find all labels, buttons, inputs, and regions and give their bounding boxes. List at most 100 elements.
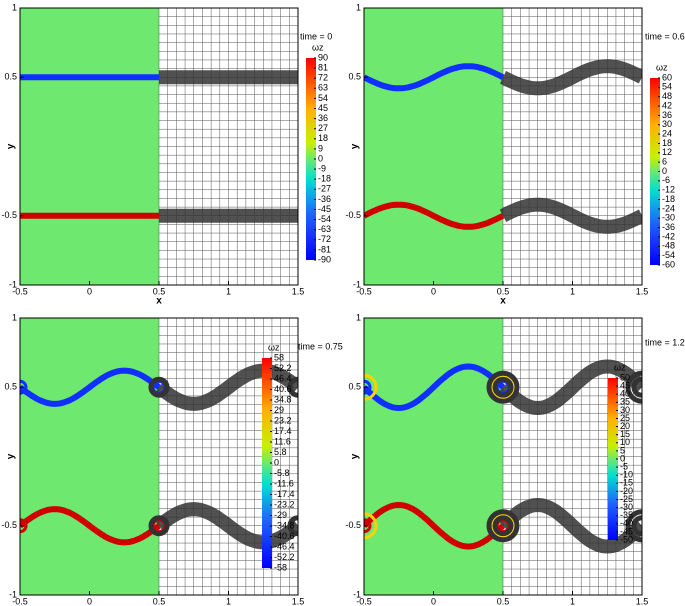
y-tick-label: 1 — [356, 2, 361, 12]
refined-band — [498, 497, 642, 554]
time-label: time = 0.6 — [645, 31, 685, 41]
field-left — [364, 8, 503, 285]
colorbar-tick-label: 6 — [662, 157, 667, 167]
vortex-roll — [364, 512, 378, 540]
colorbar-tick-label: 18 — [318, 133, 328, 143]
y-tick-label: -1 — [9, 589, 17, 599]
colorbar-tick-label: 63 — [318, 83, 328, 93]
colorbar-tick-label: -50 — [620, 534, 633, 544]
colorbar-label: ωz — [312, 42, 324, 52]
vortex-mesh — [631, 376, 642, 398]
refined-band — [498, 359, 642, 416]
colorbar-tick-label: -72 — [318, 234, 331, 244]
colorbar-tick-label: -54 — [662, 250, 675, 260]
colorbar-tick-label: 0 — [318, 153, 323, 163]
colorbar-tick-label: 27 — [318, 123, 328, 133]
x-axis-label: x — [156, 296, 162, 307]
colorbar-tick-label: -54 — [318, 214, 331, 224]
vortex-mesh — [287, 376, 298, 398]
colorbar-tick-label: -15 — [620, 478, 633, 488]
shear-layer — [364, 201, 505, 230]
vortex-roll — [364, 373, 378, 401]
vortex-roll — [20, 379, 28, 395]
x-tick-label: -0.5 — [12, 286, 28, 296]
y-tick-label: -0.5 — [1, 520, 17, 530]
vortex-mesh — [492, 376, 514, 398]
colorbar-tick-label: 36 — [318, 113, 328, 123]
y-tick-label: 0.5 — [348, 382, 361, 392]
colorbar-tick-label: 52.2 — [274, 363, 292, 373]
colorbar — [262, 358, 272, 568]
y-tick-label: -0.5 — [1, 210, 17, 220]
colorbar-tick-label: 0 — [662, 166, 667, 176]
colorbar-tick-label: -45 — [620, 526, 633, 536]
x-tick-label: 1.5 — [292, 596, 305, 606]
shear-layer — [364, 501, 506, 550]
colorbar-tick-label: 10 — [620, 437, 630, 447]
field — [364, 318, 642, 595]
y-tick-label: 1 — [356, 312, 361, 322]
colorbar-tick-label: 17.4 — [274, 426, 292, 436]
colorbar-tick-label: 81 — [318, 62, 328, 72]
vortex-roll — [364, 518, 372, 534]
refined-band — [154, 502, 298, 550]
colorbar-tick-label: -29 — [274, 510, 287, 520]
colorbar-tick-label: 0 — [620, 453, 625, 463]
colorbar-tick-label: -42 — [662, 231, 675, 241]
y-tick-label: -0.5 — [345, 520, 361, 530]
colorbar-tick-label: -11.6 — [274, 478, 294, 488]
field — [20, 8, 298, 285]
x-tick-label: -0.5 — [356, 286, 372, 296]
y-tick-label: 1 — [12, 312, 17, 322]
colorbar-tick-label: -10 — [620, 470, 633, 480]
colorbar-tick-label: 24 — [662, 128, 672, 138]
field-left — [20, 8, 159, 285]
vortex-mesh — [486, 370, 520, 404]
colorbar-tick-label: -60 — [662, 259, 675, 269]
y-axis-label: y — [6, 143, 17, 149]
colorbar — [650, 78, 660, 265]
colorbar-tick-label: -46.4 — [274, 541, 295, 551]
x-tick-label: 0.5 — [497, 596, 510, 606]
colorbar-tick-label: 29 — [274, 405, 284, 415]
colorbar-tick-label: 15 — [620, 429, 630, 439]
colorbar-tick-label: -35 — [620, 510, 633, 520]
colorbar-tick-label: -63 — [318, 224, 331, 234]
colorbar-tick-label: 34.8 — [274, 394, 292, 404]
colorbar-tick-label: -34.8 — [274, 520, 295, 530]
colorbar-tick-label: 0 — [274, 457, 279, 467]
colorbar — [608, 378, 618, 540]
colorbar-tick-label: 72 — [318, 73, 328, 83]
colorbar-tick-label: 30 — [620, 405, 630, 415]
colorbar-tick-label: 12 — [662, 147, 672, 157]
colorbar-tick-label: 36 — [662, 110, 672, 120]
colorbar-tick-label: -30 — [620, 502, 633, 512]
colorbar-tick-label: -45 — [318, 204, 331, 214]
field-left — [20, 318, 159, 595]
colorbar-tick-label: -23.2 — [274, 499, 295, 509]
colorbar-tick-label: 40 — [620, 389, 630, 399]
colorbar-tick-label: -48 — [662, 241, 675, 251]
field-left — [364, 318, 503, 595]
colorbar-tick-label: -12 — [662, 185, 675, 195]
x-tick-label: 1 — [226, 286, 231, 296]
colorbar-tick-label: -5 — [620, 461, 628, 471]
vortex-mesh — [287, 515, 298, 537]
colorbar-tick-label: 35 — [620, 397, 630, 407]
y-tick-label: -1 — [353, 589, 361, 599]
colorbar-tick-label: 5.8 — [274, 447, 287, 457]
vortex-mesh — [625, 509, 642, 543]
colorbar-tick-label: 18 — [662, 138, 672, 148]
colorbar-label: ωz — [268, 342, 280, 352]
colorbar-tick-label: 25 — [620, 413, 630, 423]
y-tick-label: 0.5 — [4, 382, 17, 392]
shear-layer — [364, 63, 505, 92]
vortex-mesh — [625, 370, 642, 404]
shear-layer — [20, 367, 161, 407]
colorbar-tick-label: -18 — [662, 194, 675, 204]
y-tick-label: 0.5 — [4, 72, 17, 82]
x-tick-label: 1 — [226, 596, 231, 606]
vortex-mesh — [486, 509, 520, 543]
colorbar-tick-label: -6 — [662, 175, 670, 185]
colorbar-tick-label: 20 — [620, 421, 630, 431]
